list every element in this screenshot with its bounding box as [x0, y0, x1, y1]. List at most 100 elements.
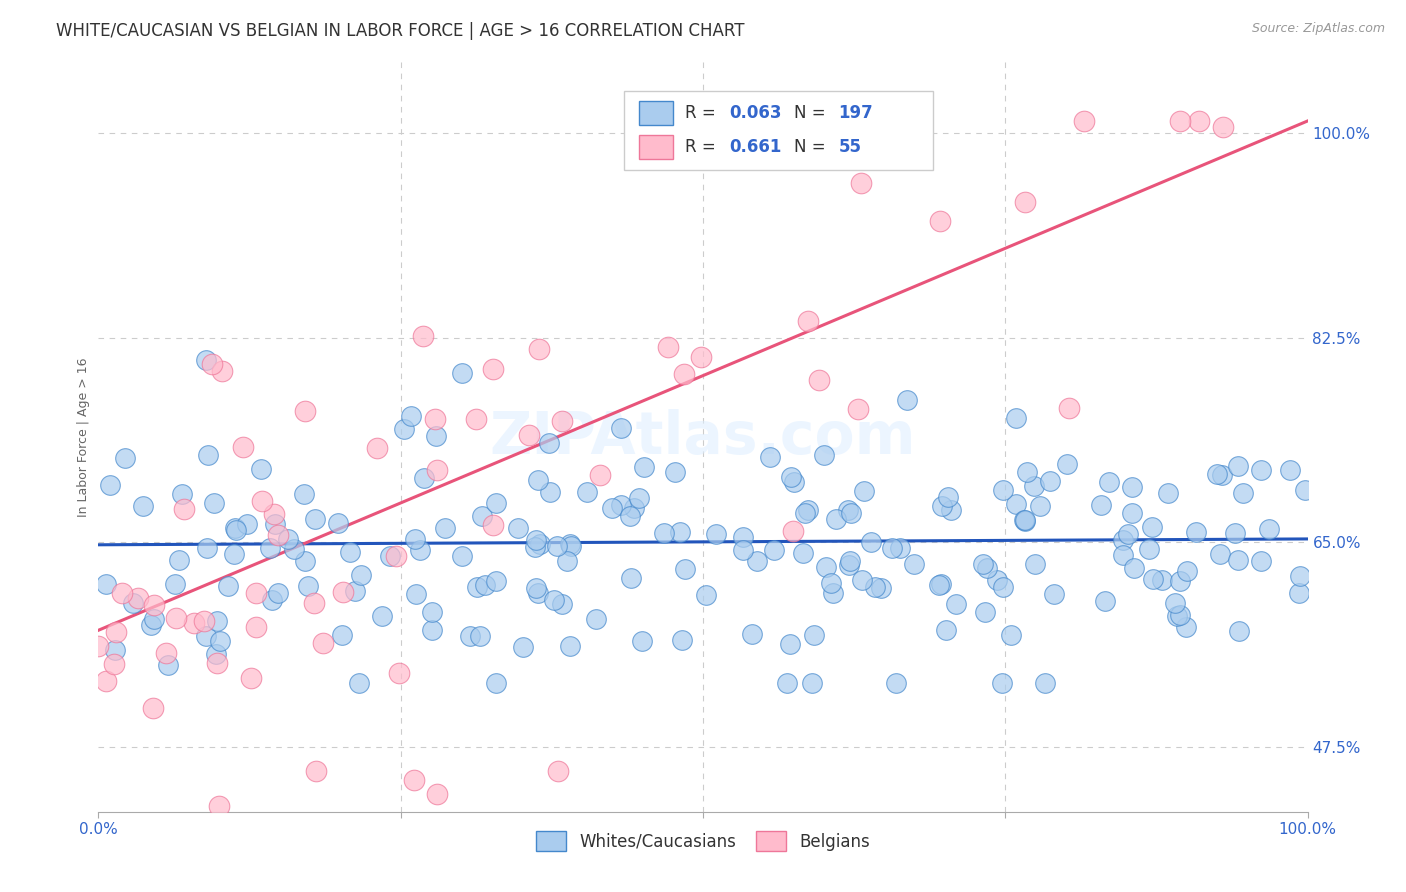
Point: [464, 412, 486, 426]
Point: [775, 676, 797, 690]
Point: [1014, 513, 1036, 527]
Point: [825, 512, 848, 526]
Point: [312, 636, 335, 650]
Point: [801, 676, 824, 690]
Point: [695, 588, 717, 602]
Point: [132, 499, 155, 513]
Point: [195, 541, 218, 555]
Point: [305, 764, 328, 778]
Point: [259, 541, 281, 556]
Point: [1163, 596, 1185, 610]
Point: [332, 584, 354, 599]
Text: Source: ZipAtlas.com: Source: ZipAtlas.com: [1251, 22, 1385, 36]
Text: R =: R =: [685, 138, 721, 156]
Point: [481, 518, 503, 533]
Point: [202, 496, 225, 510]
Text: 0.661: 0.661: [730, 138, 782, 156]
Point: [193, 615, 215, 629]
Point: [870, 582, 893, 596]
Text: WHITE/CAUCASIAN VS BELGIAN IN LABOR FORCE | AGE > 16 CORRELATION CHART: WHITE/CAUCASIAN VS BELGIAN IN LABOR FORC…: [56, 22, 745, 40]
Point: [669, 524, 692, 539]
Point: [209, 633, 232, 648]
Point: [889, 541, 911, 555]
Point: [1014, 514, 1036, 528]
Point: [142, 701, 165, 715]
Point: [1015, 465, 1038, 479]
Point: [838, 558, 860, 573]
Point: [339, 545, 361, 559]
Point: [451, 549, 474, 563]
Point: [111, 586, 134, 600]
Point: [425, 429, 447, 443]
Point: [560, 639, 582, 653]
Point: [114, 450, 136, 465]
Point: [195, 629, 218, 643]
Point: [673, 367, 696, 381]
FancyBboxPatch shape: [624, 91, 932, 169]
Point: [467, 580, 489, 594]
Point: [523, 540, 546, 554]
Point: [815, 560, 838, 574]
Point: [217, 579, 239, 593]
Point: [294, 553, 316, 567]
Point: [87, 640, 110, 654]
Point: [782, 524, 804, 538]
Point: [1121, 506, 1143, 520]
Point: [792, 546, 814, 560]
Point: [813, 448, 835, 462]
Point: [167, 553, 190, 567]
Point: [1022, 478, 1045, 492]
Point: [156, 658, 179, 673]
Point: [1140, 520, 1163, 534]
Point: [797, 503, 820, 517]
Point: [104, 643, 127, 657]
Point: [976, 561, 998, 575]
Point: [1175, 620, 1198, 634]
Point: [283, 542, 305, 557]
Point: [267, 586, 290, 600]
Point: [652, 526, 675, 541]
Point: [330, 628, 353, 642]
Point: [380, 549, 402, 564]
Point: [551, 597, 574, 611]
Point: [519, 427, 541, 442]
Point: [263, 507, 285, 521]
Point: [991, 483, 1014, 497]
Point: [264, 516, 287, 531]
Point: [165, 577, 187, 591]
Point: [1206, 467, 1229, 481]
Point: [343, 584, 366, 599]
Point: [759, 450, 782, 464]
Point: [208, 798, 231, 813]
Point: [94, 674, 117, 689]
Text: N =: N =: [794, 138, 831, 156]
Point: [1122, 560, 1144, 574]
Point: [245, 586, 267, 600]
Bar: [638, 135, 673, 159]
Point: [846, 401, 869, 416]
Point: [239, 671, 262, 685]
Point: [1056, 457, 1078, 471]
Point: [207, 614, 229, 628]
Point: [207, 656, 229, 670]
Point: [849, 176, 872, 190]
Point: [1112, 549, 1135, 563]
Point: [471, 508, 494, 523]
Point: [1029, 500, 1052, 514]
Text: 55: 55: [838, 138, 862, 156]
Text: 0.063: 0.063: [730, 104, 782, 122]
Point: [600, 500, 623, 515]
Point: [745, 554, 768, 568]
Point: [304, 511, 326, 525]
Point: [1250, 554, 1272, 568]
Point: [388, 665, 411, 680]
Point: [1157, 486, 1180, 500]
Legend: Whites/Caucasians, Belgians: Whites/Caucasians, Belgians: [529, 825, 877, 857]
Point: [458, 629, 481, 643]
Point: [409, 542, 432, 557]
Point: [526, 473, 548, 487]
Point: [1043, 586, 1066, 600]
Point: [232, 440, 254, 454]
Point: [1223, 526, 1246, 541]
Point: [1014, 194, 1036, 209]
